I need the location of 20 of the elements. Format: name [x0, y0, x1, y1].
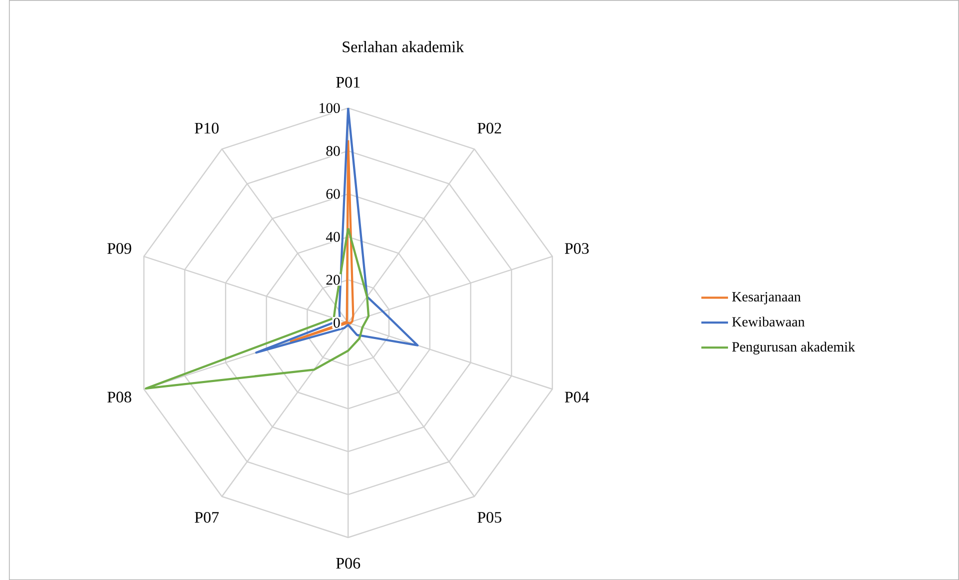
y-tick-label: 40: [326, 232, 340, 242]
y-tick-label: 60: [326, 188, 340, 199]
spoke-label: P03: [564, 242, 589, 254]
y-tick-label: 80: [326, 146, 340, 156]
y-tick-label: 100: [320, 102, 340, 113]
y-tick-label: 0: [334, 318, 340, 328]
spoke-label: P04: [564, 392, 590, 402]
spoke-label: P02: [478, 122, 502, 134]
spoke-label: P08: [107, 392, 132, 402]
legend-label: Pengurusan akademik: [732, 342, 856, 354]
spoke-label: P05: [478, 512, 502, 523]
spoke-label: P07: [194, 512, 219, 523]
spoke-label: P09: [107, 242, 132, 254]
legend-label: Kewibawaan: [732, 316, 805, 326]
chart-title: Serlahan akademik: [342, 40, 464, 52]
spoke-label: P06: [336, 558, 360, 569]
y-tick-label: 20: [326, 274, 340, 285]
legend-label: Kesarjanaan: [732, 292, 801, 304]
spoke-label: P10: [194, 122, 219, 134]
spoke-label: P01: [336, 76, 360, 88]
